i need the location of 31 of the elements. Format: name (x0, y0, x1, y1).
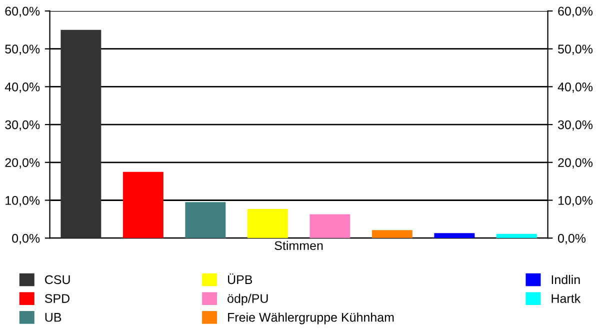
y-tick-label: 50,0% (5, 44, 40, 55)
text: 30,0% (558, 120, 593, 131)
y-tick-label: 30,0% (5, 120, 40, 131)
legend-label: Hartk (552, 294, 581, 303)
y-tick-label: 20,0% (5, 158, 40, 169)
text: 40,0% (558, 82, 593, 93)
bar (185, 202, 226, 238)
legend-label: UB (45, 313, 62, 322)
legend-label: ÜPB (228, 274, 252, 284)
bar (310, 214, 350, 238)
legend-label: Indlin (552, 274, 580, 284)
legend-label: SPD (44, 294, 70, 303)
y-tick-label: 60,0% (5, 6, 40, 18)
x-tick-label: Stimmen (274, 240, 323, 250)
text: 10,0% (558, 196, 593, 206)
text: 50,0% (558, 44, 593, 55)
legend-label: CSU (45, 275, 70, 284)
legend-label: Freie Wählergruppe Kühnham (228, 312, 394, 324)
bar (122, 172, 164, 238)
bar (434, 233, 475, 238)
bar (60, 30, 102, 238)
y-tick-label: 10,0% (6, 196, 40, 206)
text: 60,0% (558, 6, 593, 18)
y-tick-label: 40,0% (4, 82, 40, 93)
bar (247, 208, 288, 238)
legend-label: ödp/PU (228, 294, 268, 306)
y-tick-label: 0,0% (12, 234, 40, 244)
text: 0,0% (558, 234, 586, 244)
bar (496, 234, 537, 238)
bar (372, 230, 412, 238)
text: 20,0% (558, 158, 593, 169)
